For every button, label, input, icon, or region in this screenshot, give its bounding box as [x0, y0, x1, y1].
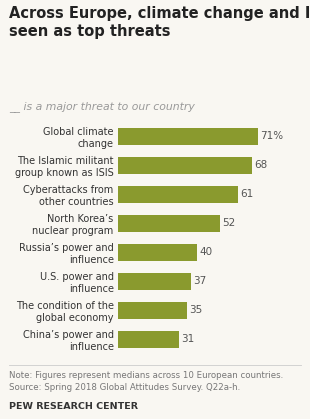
Text: 37: 37 — [193, 276, 206, 286]
Bar — [118, 157, 252, 173]
Bar — [118, 302, 187, 319]
Text: 31: 31 — [181, 334, 194, 344]
Bar — [118, 186, 238, 203]
Text: Across Europe, climate change and ISIS
seen as top threats: Across Europe, climate change and ISIS s… — [9, 6, 310, 39]
Text: __ is a major threat to our country: __ is a major threat to our country — [9, 101, 195, 112]
Text: 52: 52 — [223, 218, 236, 228]
Text: 71%: 71% — [260, 131, 283, 141]
Text: 61: 61 — [240, 189, 254, 199]
Bar — [118, 244, 197, 261]
Bar — [118, 273, 191, 290]
Bar — [118, 215, 220, 232]
Text: 40: 40 — [199, 247, 212, 257]
Text: 68: 68 — [254, 160, 267, 170]
Text: 35: 35 — [189, 305, 202, 316]
Bar — [118, 128, 258, 145]
Text: Note: Figures represent medians across 10 European countries.
Source: Spring 201: Note: Figures represent medians across 1… — [9, 371, 284, 392]
Text: PEW RESEARCH CENTER: PEW RESEARCH CENTER — [9, 402, 138, 411]
Bar — [118, 331, 179, 348]
